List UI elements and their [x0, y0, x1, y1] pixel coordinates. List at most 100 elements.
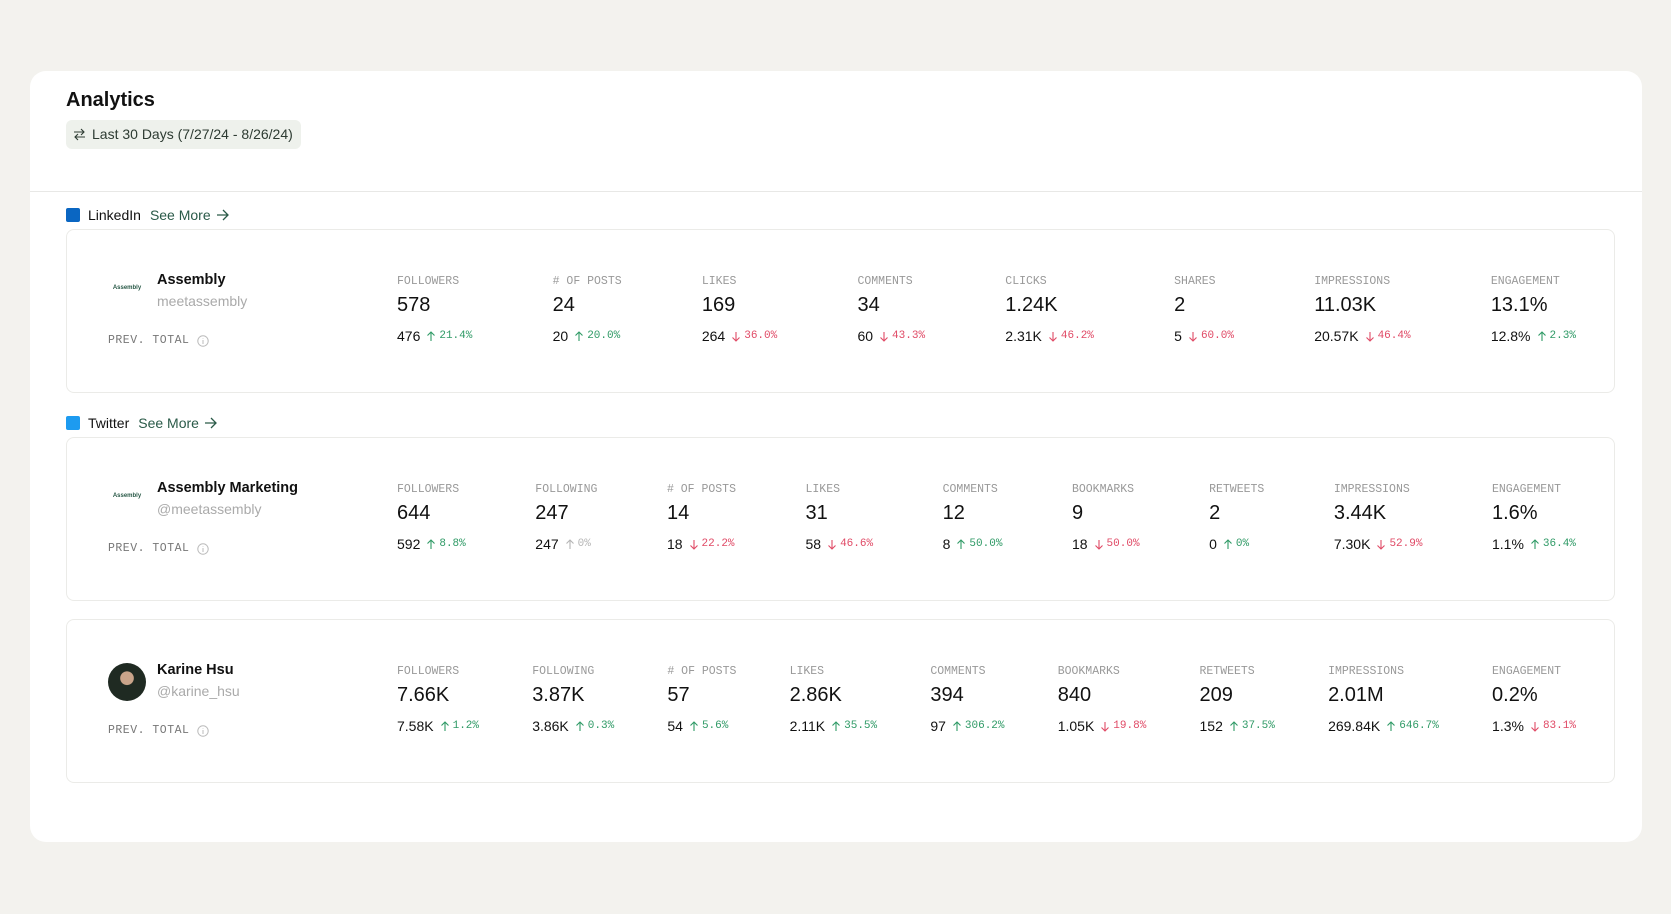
metric-change: 46.2%: [1060, 330, 1094, 342]
metric-change: 50.0%: [1106, 538, 1140, 550]
arrow-icon: [204, 417, 217, 429]
metric-prev-row: 8 50.0%: [943, 536, 1003, 552]
see-more-link[interactable]: See More: [150, 207, 230, 223]
metric-label: FOLLOWING: [535, 483, 598, 496]
account-handle: @meetassembly: [157, 501, 262, 517]
metric-label: FOLLOWERS: [397, 275, 460, 288]
metric: FOLLOWING 3.87K 3.86K 0.3%: [532, 665, 614, 734]
metric-prev: 5: [1174, 328, 1182, 344]
see-more-text[interactable]: See More: [149, 207, 211, 223]
metric-prev: 20.57K: [1314, 328, 1359, 344]
metric-label: LIKES: [789, 665, 825, 678]
trend-arrow: [1189, 331, 1197, 342]
metric-value: 209: [1199, 684, 1233, 706]
metric-change: 8.8%: [439, 538, 466, 550]
metric-value: 247: [535, 502, 569, 524]
metric-label: COMMENTS: [942, 483, 998, 496]
metric-label: COMMENTS: [930, 665, 986, 678]
analytics-panel: Analytics Last 30 Days (7/27/24 - 8/26/2…: [30, 71, 1642, 842]
see-more-text[interactable]: See More: [138, 415, 199, 431]
metric-change: 37.5%: [1241, 720, 1275, 732]
metric-prev: 3.86K: [532, 718, 569, 734]
metric: FOLLOWING 247 247 0%: [535, 483, 597, 552]
metric-change: 36.4%: [1542, 538, 1576, 550]
metric-value: 394: [930, 684, 964, 706]
metric: BOOKMARKS 840 1.05K 19.8%: [1058, 665, 1147, 734]
metric-label: LIKES: [701, 275, 737, 288]
metric-change: 36.0%: [744, 330, 778, 342]
metric: LIKES 31 58 46.6%: [806, 483, 874, 552]
metric-label: FOLLOWERS: [397, 483, 460, 496]
metric-prev: 18: [666, 536, 683, 552]
trend-arrow: [575, 720, 584, 731]
platform-name: LinkedIn: [88, 207, 141, 223]
metric-change: 46.6%: [840, 538, 874, 550]
metric-change: 35.5%: [844, 720, 878, 732]
prev-total-text: PREV. TOTAL: [108, 724, 190, 737]
metric: # OF POSTS 14 18 22.2%: [667, 483, 736, 552]
metric-prev: 1.1%: [1491, 536, 1524, 552]
metric-prev-row: 1.1% 36.4%: [1492, 536, 1576, 552]
metric-prev-row: 247 0%: [535, 536, 597, 552]
metric-prev: 269.84K: [1328, 718, 1381, 734]
metric-prev-row: 7.58K 1.2%: [397, 718, 479, 734]
platform-name: Twitter: [88, 415, 130, 431]
metric-change: 60.0%: [1200, 330, 1234, 342]
metric: LIKES 2.86K 2.11K 35.5%: [790, 665, 878, 734]
metric: ENGAGEMENT 13.1% 12.8% 2.3%: [1491, 275, 1576, 344]
trend-arrow: [1537, 330, 1546, 341]
info-icon: [197, 542, 210, 555]
trend-arrow: [953, 720, 961, 731]
metric-prev-row: 3.86K 0.3%: [532, 718, 614, 734]
metric-prev: 54: [667, 718, 683, 734]
metric-label: FOLLOWING: [532, 665, 595, 678]
avatar: [108, 663, 146, 701]
metric: RETWEETS 2 0 0%: [1209, 483, 1264, 552]
metric-value: 2: [1174, 294, 1186, 316]
account-handle: @karine_hsu: [157, 683, 240, 699]
metric-value: 1.24K: [1005, 294, 1058, 316]
metric-change: 43.3%: [892, 330, 926, 342]
metric-value: 3.87K: [532, 684, 585, 706]
metric: IMPRESSIONS 3.44K 7.30K 52.9%: [1334, 483, 1423, 552]
divider: [30, 191, 1642, 192]
metric-prev-row: 18 50.0%: [1072, 536, 1140, 552]
metric-prev-row: 476 21.4%: [397, 328, 472, 344]
trend-arrow: [1531, 538, 1539, 549]
section-header: Twitter See More: [66, 413, 218, 433]
metric-change: 52.9%: [1389, 538, 1423, 550]
trend-arrow: [1224, 538, 1232, 549]
trend-arrow: [689, 539, 698, 550]
metric-change: 646.7%: [1399, 720, 1439, 732]
metric-label: ENGAGEMENT: [1490, 275, 1560, 288]
metric: SHARES 2 5 60.0%: [1174, 275, 1234, 344]
metric-prev: 1.05K: [1057, 718, 1095, 734]
metric-change: 21.4%: [439, 330, 473, 342]
metric-prev: 476: [397, 328, 421, 344]
metric-prev-row: 97 306.2%: [930, 718, 1004, 734]
date-range-button[interactable]: Last 30 Days (7/27/24 - 8/26/24): [66, 120, 301, 149]
metric-value: 12: [942, 502, 965, 524]
account-handle: meetassembly: [157, 293, 248, 309]
see-more-link[interactable]: See More: [138, 415, 218, 431]
metric-prev: 12.8%: [1490, 328, 1531, 344]
trend-arrow: [1377, 539, 1386, 550]
metric-prev-row: 0 0%: [1209, 536, 1264, 552]
metric-label: # OF POSTS: [666, 483, 736, 496]
metric-value: 31: [805, 502, 828, 524]
arrow-icon: [216, 209, 229, 221]
trend-arrow: [427, 330, 436, 341]
trend-arrow: [1365, 331, 1374, 342]
account-name: Karine Hsu: [157, 662, 234, 678]
metric-prev-row: 18 22.2%: [667, 536, 736, 552]
trend-arrow: [427, 538, 436, 549]
trend-arrow: [880, 331, 888, 342]
metric-value: 2: [1209, 502, 1221, 524]
trend-arrow: [565, 538, 574, 549]
metric-value: 24: [552, 294, 575, 316]
prev-total-text: PREV. TOTAL: [108, 334, 190, 347]
metric-label: ENGAGEMENT: [1491, 483, 1561, 496]
metric-label: BOOKMARKS: [1057, 665, 1120, 678]
metric: COMMENTS 34 60 43.3%: [857, 275, 925, 344]
metric: IMPRESSIONS 2.01M 269.84K 646.7%: [1328, 665, 1439, 734]
